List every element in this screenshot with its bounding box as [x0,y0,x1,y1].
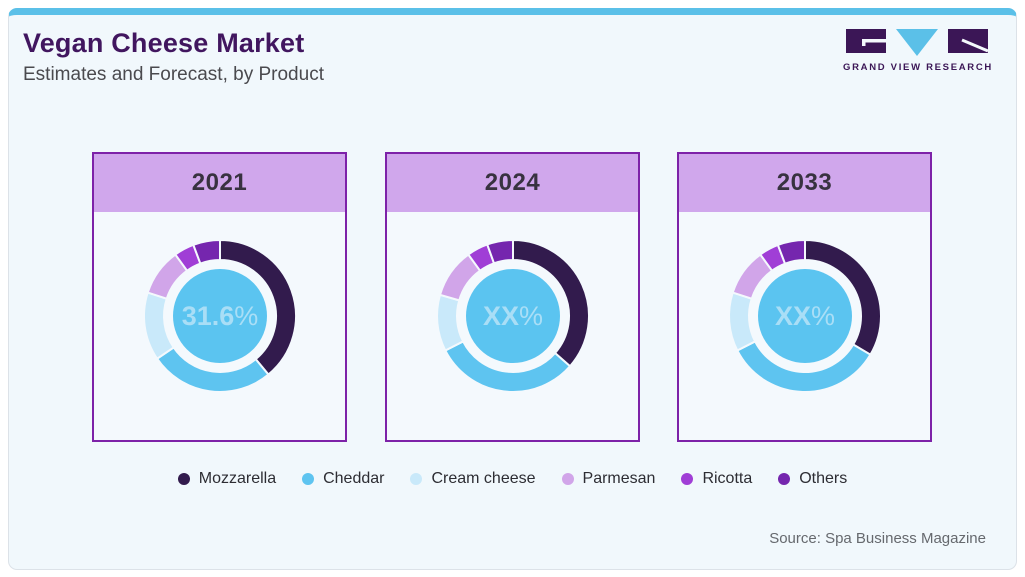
grand-view-research-logo: GRAND VIEW RESEARCH [843,29,993,73]
legend-item-cheddar: Cheddar [302,470,384,488]
card-year-label: 2024 [484,169,541,196]
legend-item-others: Others [778,470,847,488]
donut-center-circle [757,269,852,363]
donut-segment-others [776,238,806,265]
legend-label: Parmesan [582,470,656,487]
legend-item-parmesan: Parmesan [561,470,656,488]
legend: Mozzarella Cheddar Cream cheese Parmesan Ric… [9,470,1016,488]
gvr-v-icon [896,29,938,56]
chart-card-2021: 2021 31.6% [92,152,347,442]
card-header-2021: 2021 [94,154,345,212]
donut-chart-2021: 31.6% [142,238,297,393]
donut-segment-others [191,238,221,265]
card-body-2024: XX% [387,212,638,402]
legend-dot-ricotta [681,473,694,485]
donut-segment-cream-cheese [142,291,175,361]
donut-center-circle [465,269,560,363]
legend-label: Ricotta [702,470,753,487]
card-body-2021: 31.6% [94,212,345,402]
legend-label: Cheddar [323,470,385,487]
source-note: Source: Spa Business Magazine [769,530,986,547]
chart-card-2024: 2024 XX% [385,152,640,442]
card-year-label: 2021 [191,169,248,196]
legend-label: Cream cheese [431,470,536,487]
brand-name: GRAND VIEW RESEARCH [843,62,993,73]
donut-segment-cream-cheese [435,293,464,352]
infographic-canvas: Vegan Cheese Market Estimates and Foreca… [8,8,1017,570]
legend-dot-cream-cheese [410,473,423,485]
donut-segment-cream-cheese [727,291,756,352]
page-header: Vegan Cheese Market Estimates and Foreca… [23,28,324,86]
gvr-r-icon [948,29,989,53]
card-header-2024: 2024 [387,154,638,212]
donut-center-circle [172,269,267,363]
donut-chart-2033: XX% [727,238,882,393]
legend-dot-others [778,473,791,485]
legend-item-cream-cheese: Cream cheese [410,470,536,488]
donut-segment-others [485,238,514,265]
card-year-label: 2033 [776,169,833,196]
donut-center-label: 31.6% [181,301,258,331]
legend-dot-cheddar [302,473,315,485]
legend-dot-mozzarella [177,473,190,485]
legend-item-ricotta: Ricotta [681,470,752,488]
page-title: Vegan Cheese Market [23,28,305,58]
card-body-2033: XX% [679,212,930,402]
donut-chart-2024: XX% [435,238,590,393]
donut-center-label: XX% [482,301,542,331]
chart-card-2033: 2033 XX% [677,152,932,442]
donut-center-label: XX% [774,301,834,331]
legend-dot-parmesan [561,473,574,485]
legend-label: Mozzarella [198,470,277,487]
gvr-g-icon [846,29,886,53]
card-header-2033: 2033 [679,154,930,212]
page-subtitle: Estimates and Forecast, by Product [23,64,324,85]
legend-label: Others [799,470,848,487]
legend-item-mozzarella: Mozzarella [177,470,277,488]
